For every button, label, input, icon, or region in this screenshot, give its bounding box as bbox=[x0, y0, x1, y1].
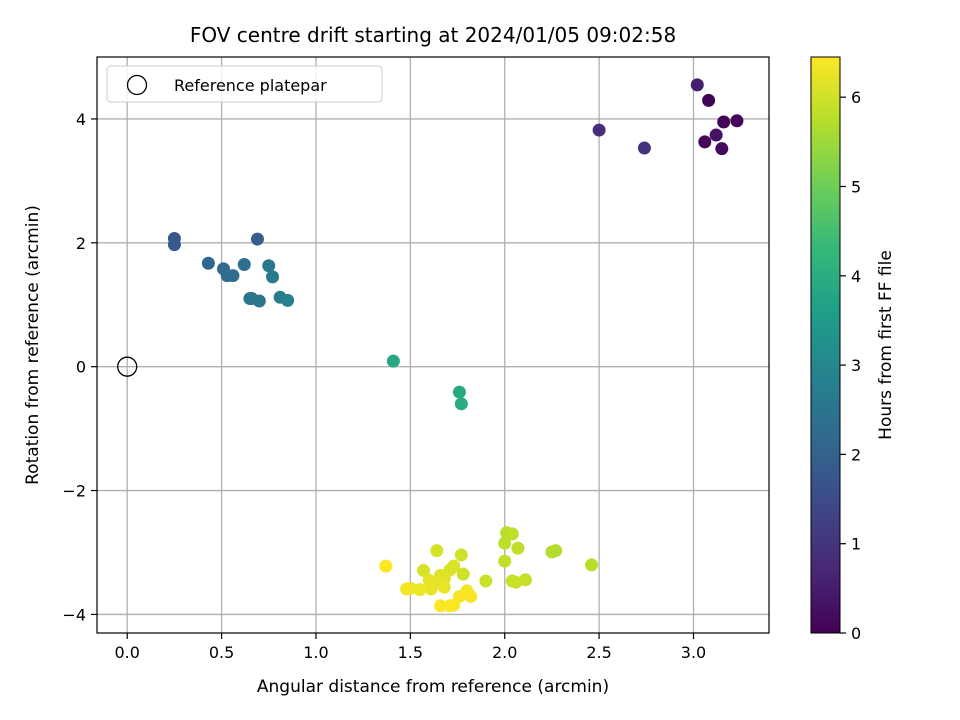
data-point bbox=[464, 589, 478, 603]
data-point bbox=[417, 563, 431, 577]
data-point bbox=[434, 599, 448, 613]
data-point bbox=[430, 544, 444, 558]
data-point bbox=[424, 582, 438, 596]
data-point bbox=[545, 545, 559, 559]
data-points bbox=[167, 78, 744, 613]
data-point bbox=[690, 78, 704, 92]
x-tick-label: 1.0 bbox=[303, 643, 328, 662]
y-tick-label: −4 bbox=[62, 605, 86, 624]
x-tick-label: 0.5 bbox=[209, 643, 234, 662]
data-point bbox=[379, 559, 393, 573]
data-point bbox=[479, 574, 493, 588]
reference-marker-layer bbox=[117, 356, 138, 377]
data-point bbox=[698, 135, 712, 149]
y-tick-label: 0 bbox=[76, 358, 86, 377]
y-tick-label: 2 bbox=[76, 234, 86, 253]
y-tick-label: 4 bbox=[76, 110, 86, 129]
data-point bbox=[498, 554, 512, 568]
legend: Reference platepar bbox=[106, 65, 383, 103]
data-point bbox=[250, 232, 264, 246]
data-point bbox=[454, 397, 468, 411]
data-point bbox=[237, 257, 251, 271]
colorbar-gradient bbox=[810, 56, 841, 634]
colorbar-tick-label: 5 bbox=[851, 177, 861, 196]
data-point bbox=[281, 293, 295, 307]
legend-box bbox=[106, 65, 383, 103]
colorbar: 0 1 2 3 4 5 6 Hours from first FF file bbox=[810, 56, 896, 643]
y-axis-label: Rotation from reference (arcmin) bbox=[23, 205, 43, 485]
data-point bbox=[709, 128, 723, 142]
data-point bbox=[702, 93, 716, 107]
data-point bbox=[400, 582, 414, 596]
plot-frame bbox=[96, 56, 770, 634]
data-point bbox=[717, 115, 731, 129]
data-point bbox=[226, 269, 240, 283]
data-point bbox=[585, 558, 599, 572]
data-point bbox=[498, 536, 512, 550]
colorbar-tick-label: 3 bbox=[851, 356, 861, 375]
colorbar-ticks: 0 1 2 3 4 5 6 bbox=[840, 88, 861, 643]
data-point bbox=[437, 580, 451, 594]
colorbar-tick-label: 2 bbox=[851, 445, 861, 464]
data-point bbox=[730, 114, 744, 128]
x-tick-label: 3.0 bbox=[681, 643, 706, 662]
legend-marker-reference bbox=[126, 74, 148, 96]
data-point bbox=[447, 598, 461, 612]
data-point bbox=[509, 575, 523, 589]
data-point bbox=[201, 256, 215, 270]
legend-entry-reference: Reference platepar bbox=[174, 76, 327, 95]
data-point bbox=[167, 238, 181, 252]
x-tick-label: 2.5 bbox=[586, 643, 611, 662]
data-point bbox=[413, 583, 427, 597]
x-tick-label: 0.0 bbox=[114, 643, 139, 662]
y-tick-label: −2 bbox=[62, 482, 86, 501]
colorbar-label: Hours from first FF file bbox=[876, 250, 896, 440]
data-point bbox=[505, 527, 519, 541]
reference-marker bbox=[117, 356, 138, 377]
data-point bbox=[637, 141, 651, 155]
x-tick-label: 2.0 bbox=[492, 643, 517, 662]
data-point bbox=[715, 142, 729, 156]
data-point bbox=[592, 123, 606, 137]
data-point bbox=[252, 294, 266, 308]
data-point bbox=[452, 385, 466, 399]
data-point bbox=[262, 259, 276, 273]
data-point bbox=[266, 270, 280, 284]
colorbar-tick-label: 0 bbox=[851, 624, 861, 643]
x-axis-ticks: 0.0 0.5 1.0 1.5 2.0 2.5 3.0 bbox=[114, 633, 706, 662]
x-tick-label: 1.5 bbox=[398, 643, 423, 662]
grid bbox=[97, 57, 769, 633]
y-axis-ticks: −4 −2 0 2 4 bbox=[62, 110, 97, 624]
data-point bbox=[447, 559, 461, 573]
data-point bbox=[456, 567, 470, 581]
colorbar-tick-label: 6 bbox=[851, 88, 861, 107]
data-point bbox=[511, 541, 525, 555]
data-point bbox=[386, 354, 400, 368]
colorbar-tick-label: 4 bbox=[851, 267, 861, 286]
data-point bbox=[454, 548, 468, 562]
colorbar-tick-label: 1 bbox=[851, 535, 861, 554]
chart-title: FOV centre drift starting at 2024/01/05 … bbox=[190, 23, 676, 47]
x-axis-label: Angular distance from reference (arcmin) bbox=[257, 677, 609, 697]
